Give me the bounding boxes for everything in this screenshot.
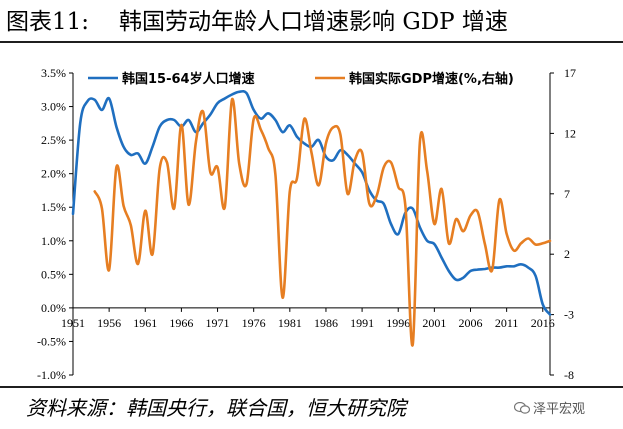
x-tick-label: 1976 — [242, 316, 266, 330]
left-tick-label: 2.5% — [41, 133, 66, 147]
chart-ticks: -1.0% -0.5% 0.0% 0.5% 1.0% 1.5% 2.0% 2.5% 3.0% 3.… — [37, 66, 576, 382]
left-tick-label: 2.0% — [41, 167, 66, 181]
legend-label: 韩国实际GDP增速(%,右轴) — [349, 71, 514, 87]
left-tick-label: 0.0% — [41, 301, 66, 315]
x-tick-label: 2016 — [531, 316, 555, 330]
title-rule — [0, 41, 623, 43]
figure-title: 图表11: 韩国劳动年龄人口增速影响 GDP 增速 — [6, 4, 618, 40]
chart-legend: 韩国15-64岁人口增速 韩国实际GDP增速(%,右轴) — [88, 71, 514, 87]
left-tick-label: -0.5% — [37, 334, 66, 348]
x-tick-label: 1966 — [169, 316, 193, 330]
watermark: 泽平宏观 — [514, 398, 585, 417]
x-tick-label: 2011 — [495, 316, 519, 330]
legend-label: 韩国15-64岁人口增速 — [122, 71, 255, 87]
right-tick-label: 17 — [564, 66, 576, 80]
x-tick-label: 1981 — [278, 316, 302, 330]
chat-bubble-icon — [514, 402, 530, 414]
source-note: 资料来源：韩国央行，联合国，恒大研究院 — [26, 396, 406, 420]
x-tick-label: 1991 — [350, 316, 374, 330]
figure-title-text: 韩国劳动年龄人口增速影响 GDP 增速 — [119, 9, 508, 35]
figure-label: 图表11: — [6, 9, 90, 35]
x-tick-label: 1961 — [133, 316, 157, 330]
x-tick-label: 2001 — [422, 316, 446, 330]
right-tick-label: 2 — [564, 247, 570, 261]
left-tick-label: 3.0% — [41, 100, 66, 114]
x-tick-label: 1951 — [61, 316, 85, 330]
left-tick-label: 1.0% — [41, 234, 66, 248]
x-tick-label: 1996 — [386, 316, 410, 330]
right-tick-label: -3 — [564, 308, 574, 322]
left-tick-label: -1.0% — [37, 368, 66, 382]
right-tick-label: 12 — [564, 126, 576, 140]
real-gdp-growth-line — [93, 98, 552, 347]
x-tick-label: 1986 — [314, 316, 338, 330]
right-tick-label: 7 — [564, 187, 570, 201]
watermark-text: 泽平宏观 — [533, 402, 586, 417]
x-tick-label: 1956 — [97, 316, 121, 330]
chart-series — [71, 89, 552, 347]
source-rule — [0, 386, 623, 388]
right-tick-label: -8 — [564, 368, 574, 382]
left-tick-label: 0.5% — [41, 267, 66, 281]
working-age-population-growth-line — [71, 89, 552, 316]
x-tick-label: 2006 — [459, 316, 483, 330]
x-tick-label: 1971 — [206, 316, 230, 330]
left-tick-label: 1.5% — [41, 200, 66, 214]
left-tick-label: 3.5% — [41, 66, 66, 80]
